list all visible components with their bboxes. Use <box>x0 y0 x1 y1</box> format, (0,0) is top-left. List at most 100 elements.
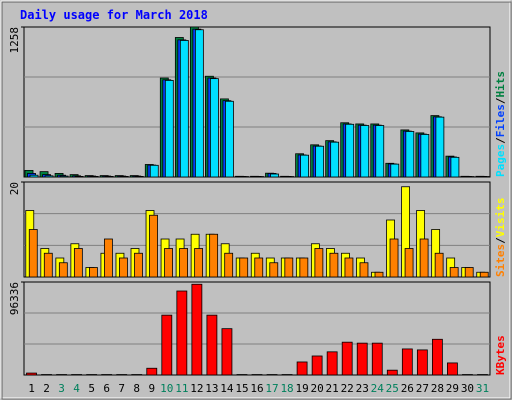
bar <box>435 116 445 178</box>
bar <box>116 374 128 376</box>
bar <box>254 257 264 278</box>
bar <box>149 164 159 178</box>
bar <box>251 374 263 376</box>
x-tick-label: 28 <box>431 382 444 395</box>
bar <box>161 314 173 376</box>
bar <box>431 338 443 376</box>
bar <box>345 123 355 178</box>
bar <box>134 176 144 178</box>
legend-entry: Files <box>494 104 507 137</box>
x-tick-label: 6 <box>103 382 110 395</box>
bar <box>269 262 279 278</box>
bar <box>179 40 189 178</box>
bar <box>465 176 475 178</box>
bar <box>449 267 459 278</box>
bar <box>371 342 383 376</box>
bar <box>434 252 444 278</box>
x-tick-label: 3 <box>58 382 65 395</box>
bar <box>206 314 218 376</box>
x-tick-label: 18 <box>280 382 293 395</box>
x-tick-label: 9 <box>148 382 155 395</box>
legend-entry: Pages <box>494 144 507 177</box>
bar <box>224 252 234 278</box>
bar <box>479 271 489 278</box>
x-tick-label: 14 <box>220 382 234 395</box>
legend-separator: / <box>494 237 507 244</box>
bar <box>315 145 325 178</box>
bar <box>329 252 339 278</box>
bar <box>209 233 219 278</box>
x-tick-label: 19 <box>295 382 308 395</box>
bar <box>311 355 323 376</box>
bar <box>299 257 309 278</box>
y-tick-label: 1258 <box>8 27 21 54</box>
x-tick-label: 15 <box>235 382 248 395</box>
bar <box>44 175 54 178</box>
bar <box>89 176 99 178</box>
bar <box>146 367 158 376</box>
x-tick-label: 8 <box>133 382 140 395</box>
bar <box>176 290 188 376</box>
bar <box>404 248 414 278</box>
x-tick-label: 17 <box>265 382 278 395</box>
bar <box>359 262 369 278</box>
bar <box>59 175 69 178</box>
bar <box>134 252 143 278</box>
bar <box>330 141 340 178</box>
x-tick-label: 30 <box>461 382 474 395</box>
bar <box>390 163 400 178</box>
bar <box>43 252 53 278</box>
bar <box>270 173 279 178</box>
x-tick-label: 23 <box>356 382 369 395</box>
legend-entry: Visits <box>494 198 507 238</box>
bar <box>194 29 204 178</box>
x-tick-label: 31 <box>476 382 489 395</box>
bar <box>74 176 84 178</box>
legend-separator: / <box>494 137 507 144</box>
bar <box>477 374 488 376</box>
bar <box>389 238 399 278</box>
bar <box>375 125 385 178</box>
bar <box>73 248 83 278</box>
bar <box>281 374 293 376</box>
bar <box>266 374 278 376</box>
bar <box>191 283 203 376</box>
bar <box>86 374 98 376</box>
x-tick-label: 24 <box>371 382 385 395</box>
x-tick-label: 25 <box>386 382 399 395</box>
bar <box>149 214 158 278</box>
bar <box>464 267 474 278</box>
chart-title: Daily usage for March 2018 <box>20 8 208 22</box>
bar <box>101 374 113 376</box>
bar <box>240 176 249 178</box>
x-tick-label: 29 <box>446 382 459 395</box>
bar <box>255 176 264 178</box>
x-tick-label: 27 <box>416 382 429 395</box>
x-tick-label: 4 <box>73 382 80 395</box>
bar <box>56 374 67 376</box>
bar <box>71 374 83 376</box>
bar <box>225 100 234 178</box>
bar <box>450 156 460 178</box>
bar <box>416 349 428 376</box>
bar <box>447 362 458 376</box>
legend: Pages/Files/Hits <box>494 71 507 177</box>
x-tick-label: 11 <box>175 382 188 395</box>
bar <box>374 271 384 278</box>
legend-entry: Hits <box>494 71 507 98</box>
x-tick-label: 16 <box>250 382 263 395</box>
y-tick-label: 20 <box>8 182 21 195</box>
bar <box>239 257 249 278</box>
bar <box>179 248 188 278</box>
x-tick-label: 13 <box>205 382 218 395</box>
bar <box>296 361 308 376</box>
bar <box>210 78 219 178</box>
bar <box>119 257 128 278</box>
bar <box>194 248 204 278</box>
bar <box>360 125 370 178</box>
bar <box>29 174 39 178</box>
bar <box>104 176 114 178</box>
